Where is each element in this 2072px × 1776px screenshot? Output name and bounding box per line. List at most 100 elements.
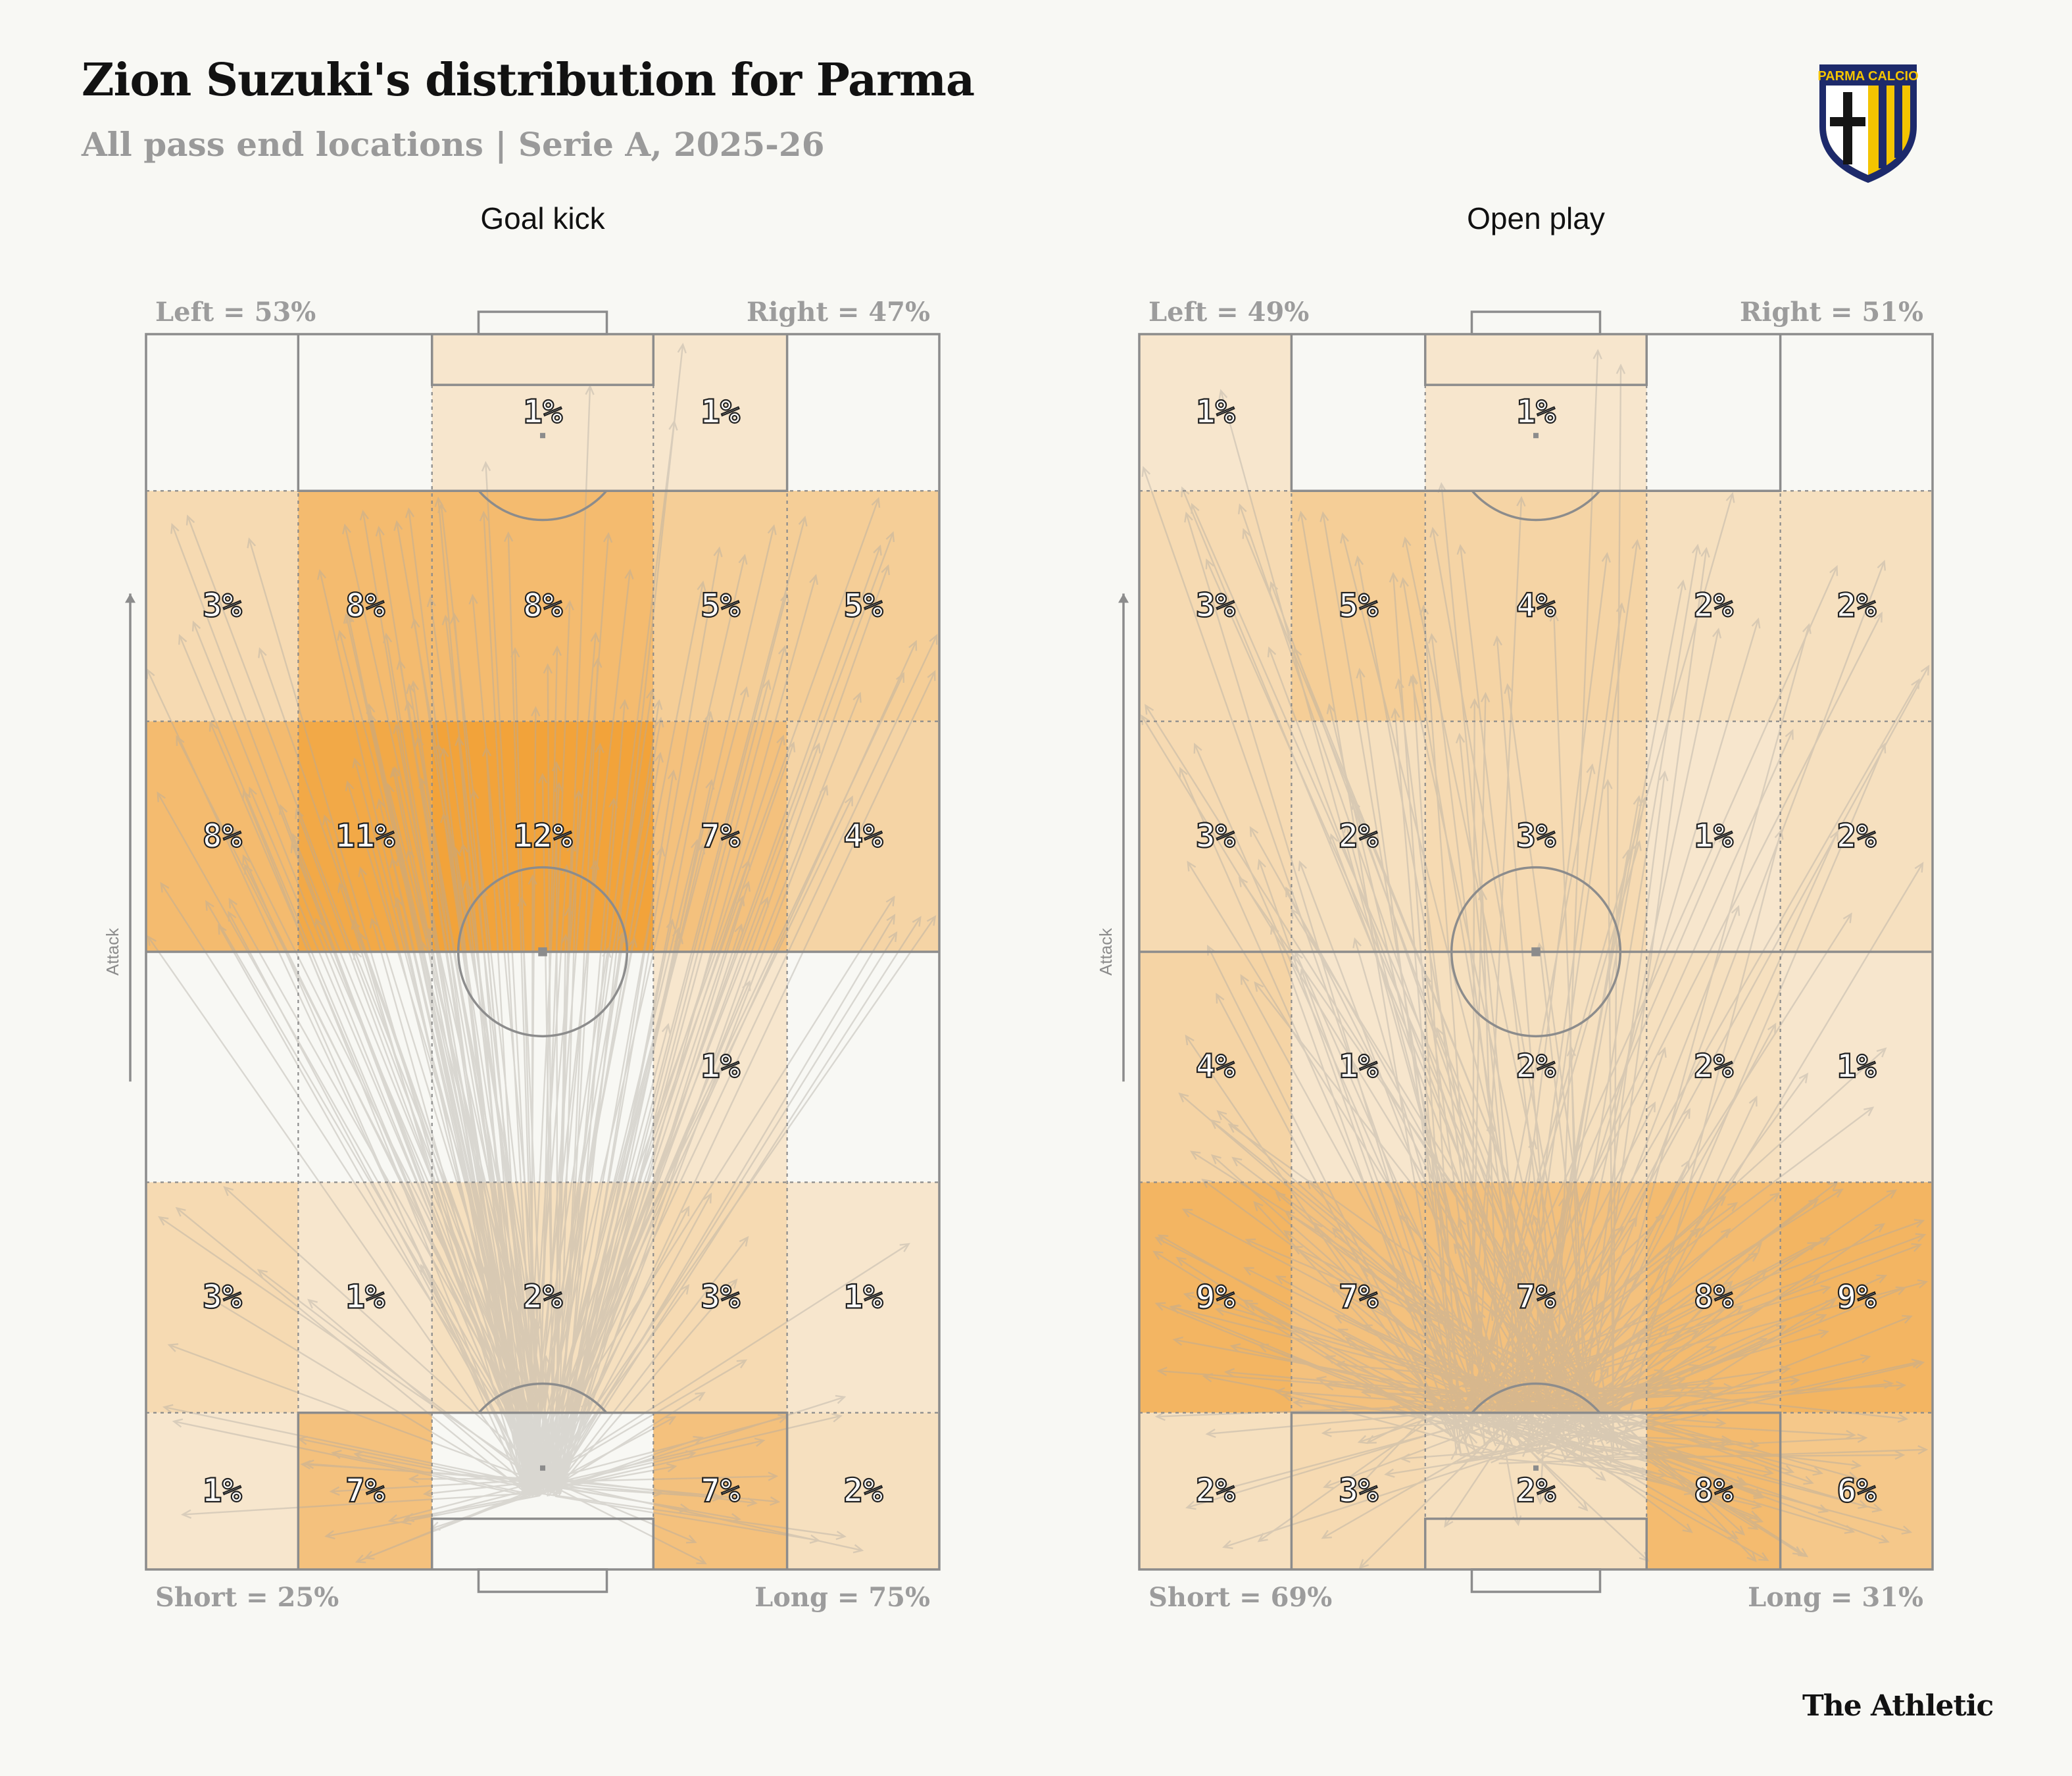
pass-arrow [1206, 559, 1594, 1435]
arrow-head [329, 1486, 340, 1496]
pass-arrow [1550, 1439, 1768, 1561]
pass-arrow [1598, 1435, 1881, 1511]
arrow-head [674, 933, 683, 945]
arrow-head [170, 522, 180, 534]
pass-arrow [1216, 994, 1452, 1437]
zone-percent-label: 1% [1837, 1047, 1876, 1085]
arrow-head [1247, 1302, 1258, 1312]
pass-arrow [407, 701, 530, 1494]
pass-arrow [544, 916, 936, 1480]
pass-arrow [1503, 1368, 1790, 1410]
arrow-head [1516, 496, 1526, 507]
pass-arrow [308, 1299, 529, 1486]
arrow-head [679, 1283, 690, 1295]
pass-arrow [1423, 606, 1486, 1446]
arrow-head [1677, 579, 1687, 591]
arrow-head [1298, 860, 1307, 872]
pass-arrow [1194, 744, 1487, 1404]
arrow-head [191, 620, 201, 632]
pass-arrow [368, 704, 542, 1481]
arrow-head [1901, 1525, 1913, 1535]
heat-cell [1780, 952, 1933, 1183]
chart-subtitle: All pass end locations | Serie A, 2025-2… [82, 125, 825, 164]
arrow-head [228, 910, 237, 922]
heat-cell [1646, 491, 1781, 722]
arrow-head [248, 786, 257, 798]
arrow-head [1769, 1192, 1781, 1202]
pass-arrow [1436, 1028, 1601, 1432]
arrow-head [1329, 833, 1339, 845]
arrow-head [619, 699, 629, 710]
pass-arrow [1248, 1302, 1462, 1417]
pass-arrow [559, 771, 675, 1479]
pass-arrow [1328, 704, 1493, 1391]
arrow-head [1156, 1366, 1168, 1377]
pass-arrow [560, 712, 712, 1481]
zone-percent-label: 3% [203, 1278, 242, 1316]
arrow-head [1631, 539, 1641, 550]
arrow-head [1299, 968, 1309, 979]
arrow-head [185, 514, 195, 526]
arrow-head [1735, 1525, 1746, 1536]
arrow-head [705, 779, 715, 790]
pass-arrow [1187, 862, 1534, 1421]
pass-arrow [365, 1483, 553, 1559]
pass-arrow [412, 681, 525, 1497]
pass-arrow [1564, 1441, 1731, 1462]
pitch-title: Open play [1467, 201, 1605, 235]
pass-arrow [1298, 861, 1521, 1445]
arrow-head [385, 783, 395, 794]
arrow-head [1178, 1092, 1189, 1102]
pass-arrow [295, 809, 546, 1485]
pass-arrow [413, 619, 547, 1479]
pass-arrow [431, 1484, 562, 1530]
zone-percent-label: 1% [701, 393, 740, 431]
pass-arrow [1172, 1306, 1466, 1427]
arrow-head [1253, 1200, 1264, 1212]
pass-arrow [1335, 1315, 1525, 1407]
pass-arrow [538, 647, 558, 1477]
zone-percent-label: 2% [1694, 586, 1733, 624]
pass-arrow [527, 1466, 676, 1494]
pass-arrow [551, 1237, 749, 1494]
pass-arrow [1561, 1243, 1762, 1464]
pass-arrow [1391, 1406, 1531, 1453]
arrow-head [1312, 1221, 1323, 1233]
pass-arrow [228, 912, 532, 1481]
pass-arrow [1284, 1230, 1530, 1427]
arrow-head [741, 859, 751, 871]
pass-arrow [1506, 685, 1615, 1462]
arrow-head [1614, 1225, 1624, 1237]
arrow-head [728, 1278, 738, 1289]
arrow-head [1394, 678, 1404, 689]
arrow-head [1216, 1110, 1227, 1120]
arrow-head [624, 568, 634, 580]
pass-arrow [1254, 982, 1580, 1399]
arrow-head [247, 537, 257, 549]
pass-arrow [1330, 1283, 1496, 1421]
arrow-head [367, 712, 377, 724]
pass-arrow [1183, 1208, 1617, 1439]
pass-arrow [430, 598, 549, 1491]
heat-cell [1425, 334, 1647, 491]
arrow-head [812, 742, 821, 754]
heat-cell [1646, 1182, 1781, 1413]
arrow-head [835, 1531, 847, 1541]
arrow-head [175, 1206, 186, 1217]
pass-arrow [209, 1296, 530, 1492]
arrow-head [580, 1400, 591, 1412]
pass-arrow [1187, 1401, 1537, 1509]
arrow-head [1421, 972, 1431, 983]
arrow-head [367, 837, 377, 848]
arrow-head [455, 735, 464, 747]
arrow-head [1845, 1429, 1856, 1440]
arrow-head [1734, 1476, 1745, 1485]
arrow-head [1202, 1373, 1214, 1383]
arrow-head [593, 657, 603, 668]
arrow-head [1435, 1027, 1445, 1038]
arrow-head [693, 1435, 704, 1445]
pass-arrow [1204, 1375, 1464, 1427]
pass-arrow [187, 516, 555, 1487]
pass-arrow [437, 745, 529, 1489]
pass-arrow [1158, 1235, 1541, 1453]
